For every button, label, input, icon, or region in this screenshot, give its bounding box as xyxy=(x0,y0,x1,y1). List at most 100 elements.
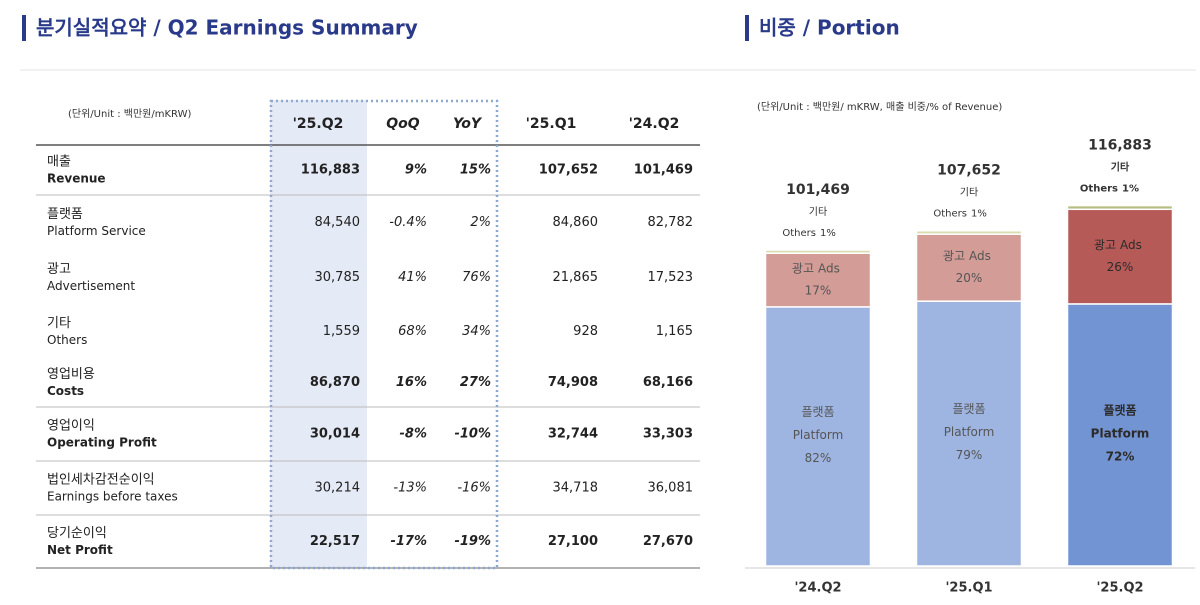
cell: 27% xyxy=(460,375,491,390)
cell: 30,785 xyxy=(315,270,361,285)
bar-segment xyxy=(764,252,872,308)
row-label-en: Others xyxy=(47,333,87,347)
cell: 1,559 xyxy=(323,324,360,339)
segment-label: 광고 xyxy=(943,249,965,263)
cell: 2% xyxy=(470,215,491,230)
cell: 86,870 xyxy=(310,375,360,390)
segment-value: 26% xyxy=(1107,260,1134,274)
cell: -0.4% xyxy=(389,215,427,230)
row-label-ko: 당기순이익 xyxy=(47,526,107,541)
cell: 36,081 xyxy=(648,481,694,496)
bar-segment xyxy=(915,229,1023,235)
segment-label: 플랫폼 xyxy=(801,405,834,419)
title-bar xyxy=(745,15,749,41)
subtitle: (단위/Unit : 백만원/ mKRW, 매출 비중/% of Revenue… xyxy=(757,100,1002,113)
segment-label: 기타 xyxy=(960,187,978,199)
cell: 33,303 xyxy=(643,427,693,442)
segment-label: 플랫폼 xyxy=(1103,402,1136,417)
row-label-ko: 영업비용 xyxy=(47,367,95,382)
segment-label: Platform xyxy=(793,428,844,442)
row-label-en: Costs xyxy=(47,384,84,398)
bar-segment xyxy=(764,306,872,567)
row-label-en: Earnings before taxes xyxy=(47,490,178,504)
row-label-ko: 플랫폼 xyxy=(47,207,83,222)
bar-segment xyxy=(915,233,1023,302)
cell: -19% xyxy=(454,534,491,549)
x-tick-label: '25.Q2 xyxy=(1096,581,1143,596)
segment-value: 72% xyxy=(1106,449,1135,463)
segment-label: Others xyxy=(933,209,967,220)
cell: 22,517 xyxy=(310,534,360,549)
cell: 30,214 xyxy=(315,481,361,496)
segment-value: 17% xyxy=(805,284,832,298)
cell: -16% xyxy=(457,481,491,496)
row-label-ko: 영업이익 xyxy=(47,419,95,434)
cell: -13% xyxy=(393,481,427,496)
segment-value: 20% xyxy=(956,271,983,285)
column-header: QoQ xyxy=(386,116,420,132)
column-header: '24.Q2 xyxy=(629,116,680,132)
row-label-en: Advertisement xyxy=(47,279,135,293)
segment-label: Platform xyxy=(944,425,995,439)
column-header: '25.Q1 xyxy=(526,116,577,132)
cell: -10% xyxy=(454,427,491,442)
bar-segment xyxy=(1066,303,1174,567)
row-label-ko: 매출 xyxy=(47,155,71,170)
x-tick-label: '25.Q1 xyxy=(945,581,992,596)
bar-segment xyxy=(1066,208,1174,305)
segment-label: 플랫폼 xyxy=(952,402,985,416)
cell: 30,014 xyxy=(310,427,360,442)
cell: 32,744 xyxy=(548,427,598,442)
cell: 34% xyxy=(462,324,491,339)
cell: 68,166 xyxy=(643,375,693,390)
segment-label: 광고 xyxy=(792,262,814,276)
dotted-frame xyxy=(269,99,499,570)
bar-total: 107,652 xyxy=(937,163,1001,179)
cell: 76% xyxy=(462,270,491,285)
segment-value: 1% xyxy=(971,209,987,220)
row-label-en: Platform Service xyxy=(47,224,146,238)
title: 분기실적요약 / Q2 Earnings Summary xyxy=(36,16,418,40)
segment-label: Others xyxy=(782,228,816,239)
title-bar xyxy=(22,15,26,41)
cell: 107,652 xyxy=(539,163,598,178)
segment-label: Ads xyxy=(1120,238,1142,252)
segment-label: 기타 xyxy=(809,206,827,218)
unit: (단위/Unit : 백만원/mKRW) xyxy=(68,107,191,120)
segment-value: 79% xyxy=(956,448,983,462)
segment-label: 광고 xyxy=(1094,238,1116,252)
column-header: '25.Q2 xyxy=(293,116,344,132)
segment-value: 1% xyxy=(1122,184,1139,195)
x-tick-label: '24.Q2 xyxy=(794,581,841,596)
cell: 16% xyxy=(396,375,427,390)
cell: 928 xyxy=(573,324,598,339)
cell: 82,782 xyxy=(648,215,694,230)
cell: 41% xyxy=(398,270,427,285)
cell: 68% xyxy=(398,324,427,339)
segment-label: Others xyxy=(1080,184,1118,195)
cell: 27,670 xyxy=(643,534,693,549)
segment-label: 기타 xyxy=(1111,161,1130,174)
cell: 9% xyxy=(405,163,427,178)
cell: -17% xyxy=(390,534,427,549)
bar-total: 101,469 xyxy=(786,182,850,198)
cell: 15% xyxy=(460,163,491,178)
cell: 1,165 xyxy=(656,324,693,339)
segment-value: 82% xyxy=(805,451,832,465)
cell: 101,469 xyxy=(634,163,693,178)
cell: 116,883 xyxy=(301,163,360,178)
column-header: YoY xyxy=(453,116,483,132)
row-label-en: Revenue xyxy=(47,172,106,186)
cell: 74,908 xyxy=(548,375,598,390)
segment-value: 1% xyxy=(820,228,836,239)
cell: -8% xyxy=(400,427,427,442)
title: 비중 / Portion xyxy=(759,16,900,40)
row-label-en: Net Profit xyxy=(47,543,113,557)
bar-segment xyxy=(764,249,872,254)
row-label-en: Operating Profit xyxy=(47,436,157,450)
row-label-ko: 광고 xyxy=(47,262,71,277)
cell: 84,540 xyxy=(315,215,361,230)
cell: 34,718 xyxy=(553,481,599,496)
row-label-ko: 기타 xyxy=(47,316,71,331)
